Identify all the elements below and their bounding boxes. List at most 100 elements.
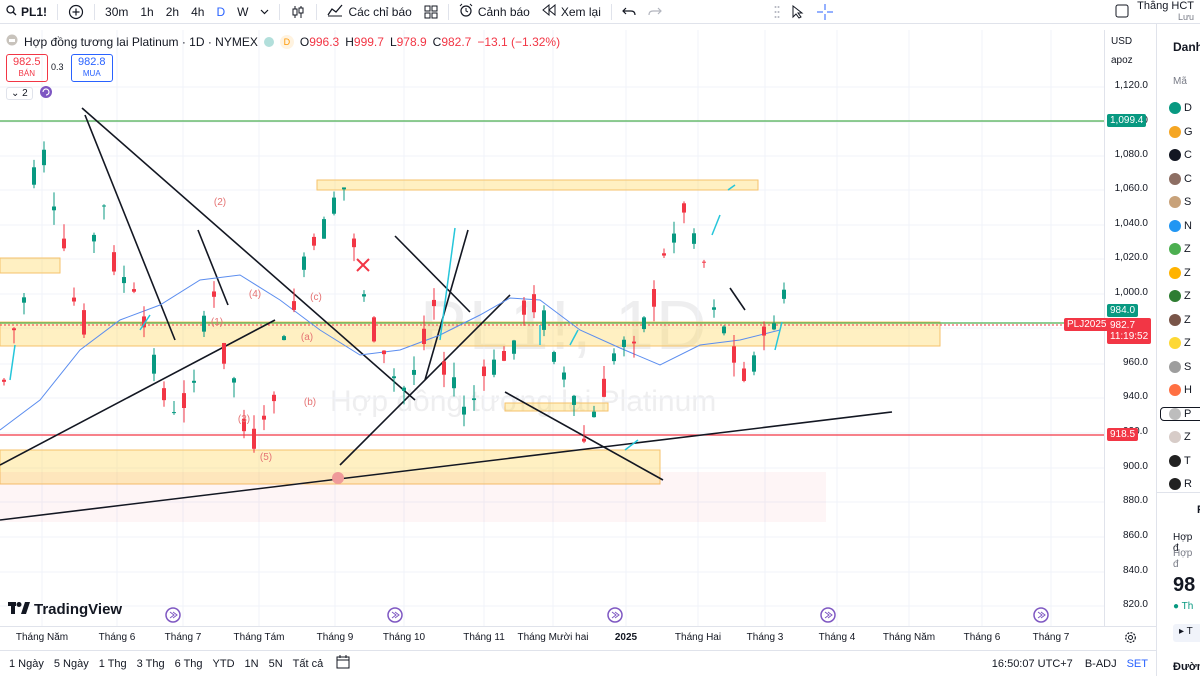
price-chart[interactable]: (2) (4) (1) (3) (5) (c) (a) (b) [0, 30, 1104, 626]
watchlist-row[interactable]: D [1169, 102, 1192, 114]
user-name[interactable]: Thắng HCT [1137, 0, 1194, 12]
price-axis[interactable]: USD apoz 1,120.01,100.01,080.01,060.01,0… [1104, 30, 1156, 626]
candle-body [642, 317, 646, 330]
watchlist-row[interactable]: G [1169, 125, 1193, 138]
range-button[interactable]: 1N [244, 657, 259, 670]
market-status-badge[interactable]: D [279, 34, 294, 49]
range-button[interactable]: Tất cả [292, 657, 324, 670]
buy-price: 982.8 [78, 56, 106, 68]
interval-d[interactable]: D [216, 4, 226, 19]
watchlist-row[interactable]: Z [1169, 290, 1191, 302]
watchlist-symbol: Z [1184, 290, 1191, 302]
range-button[interactable]: 5 Ngày [53, 657, 89, 670]
time-axis-label: Tháng Hai [674, 632, 722, 643]
candle-body [502, 351, 506, 361]
watchlist-row[interactable]: Z [1169, 337, 1191, 349]
calendar-range-icon[interactable] [336, 655, 350, 672]
chevron-down-icon[interactable]: ⌄ 2 [6, 87, 33, 100]
interval-2h[interactable]: 2h [165, 4, 180, 19]
chevron-down-icon[interactable] [254, 0, 275, 24]
watchlist-symbol: G [1184, 125, 1193, 138]
interval-4h[interactable]: 4h [191, 4, 205, 19]
alerts-button[interactable]: Cảnh báo [453, 0, 536, 24]
range-button[interactable]: 6 Thg [174, 657, 203, 670]
detail-tab-button[interactable]: ▸ T [1173, 624, 1200, 642]
adj-toggle[interactable]: B-ADJ [1084, 657, 1117, 670]
watchlist-row[interactable]: Z [1169, 266, 1191, 279]
candle-body [472, 398, 476, 401]
crosshair-icon[interactable] [810, 0, 840, 24]
watchlist-row[interactable]: R [1169, 478, 1192, 490]
range-button[interactable]: 1 Thg [98, 657, 127, 670]
indicators-button[interactable]: Các chỉ báo [321, 0, 417, 24]
projection-arrow [727, 184, 736, 191]
visibility-eye-icon[interactable] [263, 36, 274, 47]
candle-body [602, 378, 606, 397]
price-axis-label: 1,060.0 [1114, 183, 1148, 194]
unit-selector[interactable]: apoz [1111, 55, 1133, 66]
layout-checkbox-icon[interactable] [1115, 4, 1129, 21]
watchlist-row[interactable]: Z [1169, 243, 1191, 255]
watchlist-row[interactable]: T [1169, 454, 1191, 467]
watchlist-row[interactable]: P [1160, 406, 1200, 421]
sell-button[interactable]: 982.5 BÁN [6, 54, 48, 82]
candle-type-icon[interactable] [284, 0, 312, 24]
trend-line [84, 114, 176, 341]
replay-button[interactable]: Xem lại [536, 0, 607, 24]
watchlist-symbol: S [1184, 360, 1192, 373]
watchlist-row[interactable]: C [1169, 172, 1192, 185]
watchlist-symbol: D [1184, 102, 1192, 114]
gold-icon [1169, 125, 1181, 138]
interval-30m[interactable]: 30m [105, 4, 129, 19]
time-axis-label: Tháng Mười hai [517, 632, 589, 643]
candle-body [232, 378, 236, 383]
cursor-arrow-icon[interactable] [786, 0, 810, 24]
watchlist-row[interactable]: Z [1169, 431, 1191, 443]
symbol-search-button[interactable]: PL1! [0, 0, 53, 24]
time-axis[interactable]: Tháng Năm Tháng 6 Tháng 7 Tháng Tám Tháng 9 T… [0, 626, 1156, 648]
indicators-icon [327, 3, 343, 20]
candle-body [12, 328, 16, 331]
plus-circle-icon[interactable] [62, 0, 90, 24]
chart-pane[interactable]: PL1!, 1D Hợp đồng tương lai Platinum (2)… [0, 30, 1104, 626]
silver-icon [1169, 196, 1181, 208]
legend-title[interactable]: Hợp đồng tương lai Platinum · 1D · NYMEX [24, 34, 258, 49]
candle-body [192, 380, 196, 383]
currency-selector[interactable]: USD [1111, 36, 1133, 47]
save-button[interactable]: Lưu [1177, 12, 1194, 22]
watchlist-row[interactable]: C [1169, 149, 1192, 161]
range-button[interactable]: 5N [268, 657, 283, 670]
interval-w[interactable]: W [237, 4, 249, 19]
watchlist-row[interactable]: N [1169, 219, 1192, 232]
indicator-count: 2 [22, 88, 28, 99]
drag-handle-icon[interactable] [768, 0, 786, 24]
range-button[interactable]: YTD [212, 657, 235, 670]
buy-button[interactable]: 982.8 MUA [71, 54, 113, 82]
refresh-icon[interactable] [39, 85, 53, 102]
watchlist-column-symbol[interactable]: Mã [1173, 76, 1187, 87]
redo-icon[interactable] [642, 0, 668, 24]
watchlist-row[interactable]: S [1169, 196, 1191, 208]
time-axis-label: Tháng 3 [746, 632, 784, 643]
session-set-toggle[interactable]: SET [1126, 657, 1148, 670]
settings-gear-icon[interactable] [1124, 631, 1137, 647]
candle-body [242, 418, 246, 432]
range-button[interactable]: 3 Thg [136, 657, 165, 670]
price-axis-label: 1,040.0 [1114, 218, 1148, 229]
tradingview-logo[interactable]: TradingView [8, 601, 122, 618]
range-button[interactable]: 1 Ngày [9, 657, 44, 670]
undo-icon[interactable] [616, 0, 642, 24]
indicator-toggle[interactable]: ⌄ 2 [6, 85, 53, 102]
clock-timezone[interactable]: 16:50:07 UTC+7 [991, 657, 1073, 670]
watchlist-header[interactable]: Danh [1173, 40, 1200, 54]
watchlist-row[interactable]: S [1169, 360, 1192, 373]
top-toolbar: PL1! 30m 1h 2h 4h D W Các chỉ báo Cảnh b… [0, 0, 1200, 24]
candle-body [572, 395, 576, 405]
watchlist-row[interactable]: Z [1169, 313, 1191, 326]
event-marker-arrow [824, 611, 833, 619]
watchlist-row[interactable]: H [1169, 384, 1192, 396]
range-buttons: 1 Ngày 5 Ngày 1 Thg 3 Thg 6 Thg YTD 1N 5N Tất cả [0, 658, 328, 670]
interval-1h[interactable]: 1h [140, 4, 154, 19]
event-marker-icon [165, 607, 181, 623]
layout-grid-icon[interactable] [418, 0, 444, 24]
